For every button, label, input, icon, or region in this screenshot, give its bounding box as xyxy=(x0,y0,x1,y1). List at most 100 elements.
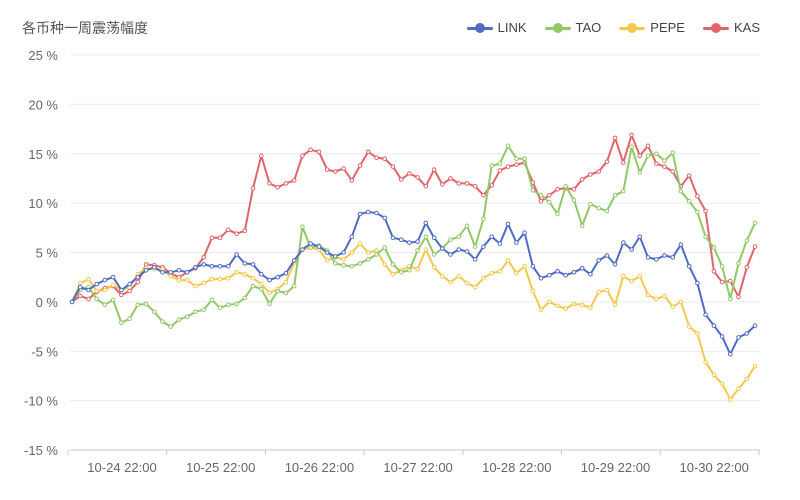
data-point-kas[interactable] xyxy=(86,296,91,302)
data-point-pepe[interactable] xyxy=(193,283,198,289)
data-point-link[interactable] xyxy=(612,262,618,267)
data-point-tao[interactable] xyxy=(481,216,486,222)
data-point-pepe[interactable] xyxy=(431,265,437,270)
data-point-link[interactable] xyxy=(143,268,149,273)
data-point-tao[interactable] xyxy=(398,270,404,275)
data-point-tao[interactable] xyxy=(283,290,289,296)
data-point-tao[interactable] xyxy=(365,257,371,262)
data-point-pepe[interactable] xyxy=(390,271,396,277)
data-point-tao[interactable] xyxy=(563,184,569,189)
data-point-pepe[interactable] xyxy=(744,376,750,382)
data-point-pepe[interactable] xyxy=(695,331,700,336)
data-point-kas[interactable] xyxy=(654,161,659,166)
data-point-tao[interactable] xyxy=(464,223,470,229)
data-point-kas[interactable] xyxy=(119,292,124,298)
data-point-kas[interactable] xyxy=(217,235,223,240)
legend-item-link[interactable]: LINK xyxy=(466,20,527,35)
data-point-link[interactable] xyxy=(547,272,552,278)
data-point-kas[interactable] xyxy=(744,265,750,270)
data-point-tao[interactable] xyxy=(505,143,511,149)
data-point-pepe[interactable] xyxy=(645,292,651,298)
data-point-tao[interactable] xyxy=(645,153,651,158)
data-point-tao[interactable] xyxy=(275,288,281,294)
data-point-link[interactable] xyxy=(201,262,206,267)
data-point-tao[interactable] xyxy=(333,261,338,266)
data-point-kas[interactable] xyxy=(728,278,733,284)
data-point-link[interactable] xyxy=(662,253,667,258)
data-point-link[interactable] xyxy=(333,254,338,259)
data-point-kas[interactable] xyxy=(201,255,206,260)
data-point-link[interactable] xyxy=(695,280,700,286)
data-point-link[interactable] xyxy=(728,351,733,357)
data-point-kas[interactable] xyxy=(448,176,453,181)
data-point-pepe[interactable] xyxy=(201,280,206,286)
data-point-tao[interactable] xyxy=(604,208,610,214)
data-point-kas[interactable] xyxy=(135,279,141,285)
data-point-link[interactable] xyxy=(168,270,173,275)
data-point-link[interactable] xyxy=(316,244,322,249)
data-point-tao[interactable] xyxy=(135,302,141,308)
data-point-link[interactable] xyxy=(184,270,190,275)
data-point-link[interactable] xyxy=(645,255,651,260)
data-point-link[interactable] xyxy=(357,211,363,217)
data-point-tao[interactable] xyxy=(670,150,676,156)
data-point-link[interactable] xyxy=(69,299,75,305)
data-point-kas[interactable] xyxy=(703,208,708,214)
data-point-kas[interactable] xyxy=(316,149,322,155)
data-point-link[interactable] xyxy=(678,242,684,247)
data-point-kas[interactable] xyxy=(300,153,305,158)
data-point-pepe[interactable] xyxy=(604,287,610,293)
data-point-kas[interactable] xyxy=(464,181,470,186)
data-point-kas[interactable] xyxy=(341,166,346,171)
data-point-kas[interactable] xyxy=(291,178,297,183)
data-point-link[interactable] xyxy=(283,270,289,276)
data-point-kas[interactable] xyxy=(538,198,544,204)
data-point-tao[interactable] xyxy=(744,238,750,243)
data-point-tao[interactable] xyxy=(374,252,379,257)
data-point-kas[interactable] xyxy=(382,156,388,161)
data-point-pepe[interactable] xyxy=(505,258,511,263)
data-point-tao[interactable] xyxy=(736,261,741,266)
data-point-pepe[interactable] xyxy=(77,280,83,286)
data-point-kas[interactable] xyxy=(489,183,495,188)
data-point-kas[interactable] xyxy=(579,177,585,182)
data-point-link[interactable] xyxy=(596,258,602,263)
data-point-pepe[interactable] xyxy=(654,296,659,302)
data-point-link[interactable] xyxy=(217,264,223,269)
data-point-tao[interactable] xyxy=(382,245,388,250)
data-point-link[interactable] xyxy=(374,210,379,216)
data-point-tao[interactable] xyxy=(168,324,173,329)
data-point-link[interactable] xyxy=(341,250,346,255)
data-point-kas[interactable] xyxy=(662,164,667,169)
data-point-link[interactable] xyxy=(160,270,165,275)
data-point-kas[interactable] xyxy=(143,262,149,267)
data-point-link[interactable] xyxy=(176,268,182,273)
data-point-kas[interactable] xyxy=(571,187,577,192)
data-point-tao[interactable] xyxy=(719,264,725,269)
data-point-kas[interactable] xyxy=(505,164,511,169)
data-point-kas[interactable] xyxy=(752,244,758,249)
data-point-pepe[interactable] xyxy=(752,363,758,369)
data-point-tao[interactable] xyxy=(209,297,215,303)
data-point-tao[interactable] xyxy=(423,234,429,239)
data-point-kas[interactable] xyxy=(374,155,379,160)
data-point-link[interactable] xyxy=(654,257,659,262)
data-point-kas[interactable] xyxy=(283,181,289,186)
data-point-tao[interactable] xyxy=(621,189,626,194)
data-point-kas[interactable] xyxy=(547,192,552,198)
data-point-tao[interactable] xyxy=(267,301,272,307)
data-point-kas[interactable] xyxy=(333,169,338,174)
data-point-tao[interactable] xyxy=(530,188,536,193)
data-point-link[interactable] xyxy=(711,323,717,328)
data-point-pepe[interactable] xyxy=(324,258,330,263)
data-point-kas[interactable] xyxy=(440,182,445,187)
data-point-pepe[interactable] xyxy=(176,277,182,283)
data-point-pepe[interactable] xyxy=(267,290,272,296)
data-point-tao[interactable] xyxy=(662,158,667,163)
data-point-link[interactable] xyxy=(415,239,420,244)
data-point-tao[interactable] xyxy=(127,316,132,322)
data-point-link[interactable] xyxy=(267,277,272,283)
data-point-pepe[interactable] xyxy=(250,275,256,281)
data-point-tao[interactable] xyxy=(497,161,503,166)
data-point-tao[interactable] xyxy=(407,268,412,273)
